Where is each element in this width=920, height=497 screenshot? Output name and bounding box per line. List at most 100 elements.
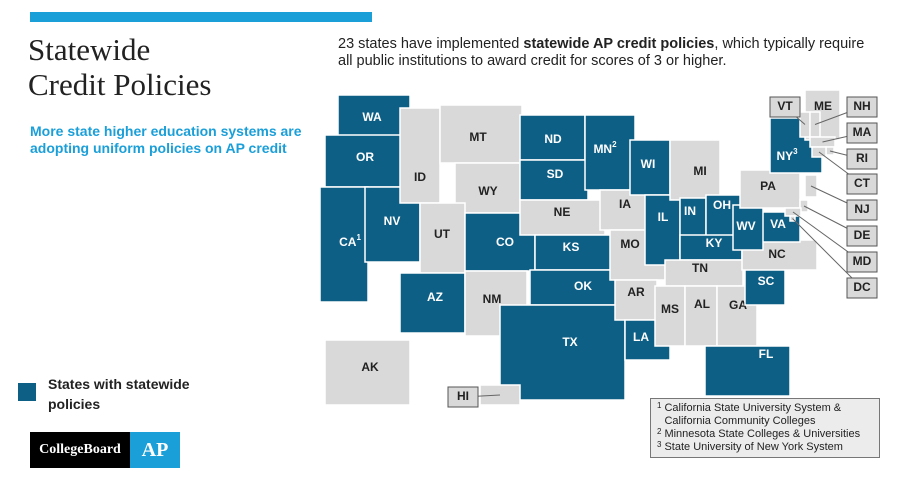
- state-label: MN2: [593, 140, 617, 156]
- state-label: RI: [856, 151, 868, 165]
- state-abbr: WI: [641, 157, 656, 171]
- state-abbr: CT: [854, 176, 871, 190]
- state-abbr: CA: [339, 235, 357, 249]
- state-label: OH: [713, 198, 731, 212]
- state-label: CO: [496, 235, 514, 249]
- state-label: KY: [706, 236, 723, 250]
- state-label: WV: [736, 219, 755, 233]
- state-label: MT: [469, 130, 487, 144]
- state-abbr: WV: [736, 219, 755, 233]
- state-label: NC: [768, 247, 786, 261]
- state-label: OR: [356, 150, 374, 164]
- state-label: AR: [627, 285, 645, 299]
- state-abbr: ND: [544, 132, 562, 146]
- state-label: VA: [770, 217, 786, 231]
- state-abbr: AK: [361, 360, 379, 374]
- state-label: IA: [619, 197, 631, 211]
- state: [654, 285, 686, 347]
- footnote-marker: 1: [657, 401, 662, 410]
- state-label: IL: [658, 210, 669, 224]
- state-label: NE: [554, 205, 571, 219]
- state-label: LA: [633, 330, 649, 344]
- state-abbr: AL: [694, 297, 710, 311]
- title: Statewide Credit Policies: [28, 32, 211, 102]
- callout-box: [846, 199, 878, 221]
- state-abbr: MS: [661, 302, 679, 316]
- state-abbr: MI: [693, 164, 706, 178]
- state-note: 2: [612, 140, 617, 149]
- state-label: AZ: [427, 290, 443, 304]
- state-abbr: IN: [684, 204, 696, 218]
- state-label: ND: [544, 132, 562, 146]
- state-abbr: NC: [768, 247, 786, 261]
- state-label: MA: [853, 125, 872, 139]
- state-abbr: LA: [633, 330, 649, 344]
- state-label: TN: [692, 261, 708, 275]
- callout-box: [846, 251, 878, 273]
- state: [519, 159, 589, 201]
- state-abbr: IL: [658, 210, 669, 224]
- state: [324, 134, 404, 188]
- state-label: DC: [853, 280, 871, 294]
- state-abbr: FL: [759, 347, 774, 361]
- state-label: SD: [547, 167, 564, 181]
- state-abbr: NE: [554, 205, 571, 219]
- state-label: VT: [777, 99, 793, 113]
- state-abbr: NV: [384, 214, 401, 228]
- title-line: Credit Policies: [28, 67, 212, 102]
- state-abbr: UT: [434, 227, 451, 241]
- state-label: NH: [853, 99, 870, 113]
- state-abbr: HI: [457, 389, 469, 403]
- callout-box: [846, 148, 878, 170]
- callout-box: [846, 277, 878, 299]
- state-abbr: CO: [496, 235, 514, 249]
- state-abbr: GA: [729, 298, 747, 312]
- state-abbr: KS: [563, 240, 580, 254]
- state: [419, 202, 466, 274]
- state-note: 1: [356, 233, 361, 242]
- state: [584, 114, 636, 191]
- state-abbr: VA: [770, 217, 786, 231]
- footnotes: 1 California State University System & Ca…: [650, 398, 880, 458]
- footnote-text: Minnesota State Colleges & Universities: [664, 428, 861, 440]
- callout-box: [846, 122, 878, 144]
- callout-box: [769, 96, 801, 118]
- callout-box: [447, 386, 479, 408]
- state-label: UT: [434, 227, 451, 241]
- state: [499, 304, 626, 401]
- state-abbr: PA: [760, 179, 776, 193]
- state: [684, 285, 718, 347]
- state: [716, 285, 758, 347]
- footnote-marker: 3: [657, 440, 662, 449]
- state-abbr: DE: [854, 228, 871, 242]
- state: [534, 234, 613, 271]
- state-label: TX: [562, 335, 577, 349]
- state-abbr: NY: [776, 149, 793, 163]
- state-label: FL: [759, 347, 774, 361]
- state-label: SC: [758, 274, 775, 288]
- state-abbr: TX: [562, 335, 577, 349]
- state-abbr: OR: [356, 150, 374, 164]
- state-abbr: SD: [547, 167, 564, 181]
- state-label: WA: [362, 110, 382, 124]
- legend-label: States with statewide policies: [48, 376, 190, 412]
- state-label: IN: [684, 204, 696, 218]
- state-abbr: MT: [469, 130, 487, 144]
- footnote-text: California State University System & Cal…: [664, 402, 842, 427]
- state-abbr: WA: [362, 110, 382, 124]
- state: [439, 104, 523, 164]
- state-label: WY: [478, 184, 497, 198]
- state: [319, 186, 369, 303]
- footnote-text: State University of New York System: [664, 441, 843, 453]
- state-label: CA1: [339, 233, 361, 249]
- callout-box: [846, 225, 878, 247]
- intro: 23 states have implemented statewide AP …: [338, 36, 868, 70]
- state-label: HI: [457, 389, 469, 403]
- state-abbr: NH: [853, 99, 870, 113]
- state-label: MI: [693, 164, 706, 178]
- state-label: MO: [620, 237, 639, 251]
- state-abbr: WY: [478, 184, 497, 198]
- state-abbr: SC: [758, 274, 775, 288]
- state: [744, 267, 786, 306]
